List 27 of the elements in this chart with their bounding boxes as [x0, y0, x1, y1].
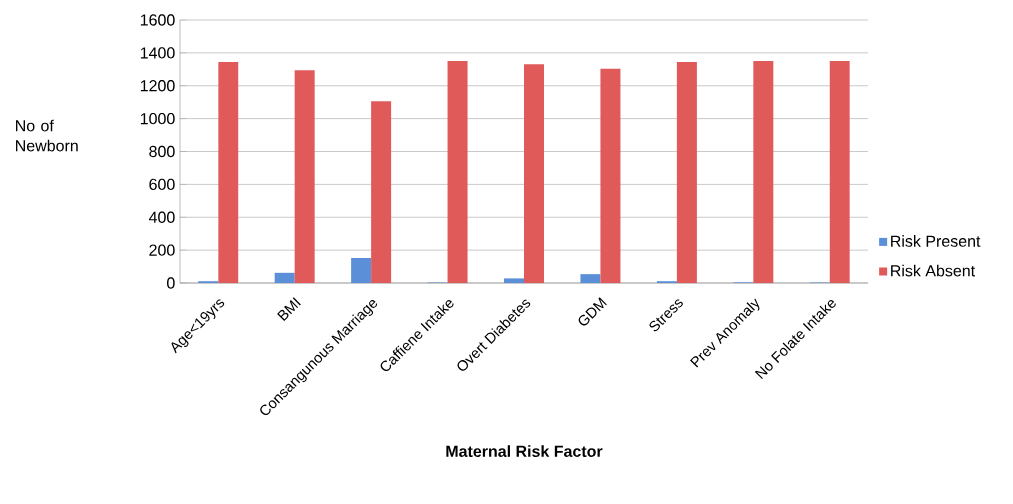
- y-tick-label: 1000: [140, 112, 175, 125]
- y-tick-label: 400: [148, 211, 175, 223]
- y-tick-label: 1200: [140, 80, 175, 92]
- y-tick-label: 600: [149, 178, 175, 191]
- x-axis-title: Maternal Risk Factor: [446, 445, 603, 457]
- bar: [524, 64, 544, 283]
- x-tick-label: BMI: [277, 297, 301, 322]
- y-tick-label: 1600: [140, 14, 175, 26]
- legend-label: Risk Absent: [891, 264, 976, 277]
- y-axis-title: No of Newborn: [16, 119, 78, 152]
- y-tick-label: 0: [167, 277, 175, 289]
- bar: [829, 61, 850, 283]
- bar: [274, 272, 295, 283]
- y-tick-label: 800: [149, 145, 175, 158]
- y-tick-label: 200: [149, 244, 175, 256]
- bar: [753, 61, 774, 283]
- y-tick-label: 1400: [140, 47, 175, 59]
- bar: [218, 61, 239, 283]
- legend-label: Risk Present: [891, 235, 981, 247]
- bar: [504, 278, 524, 283]
- bar: [580, 274, 601, 283]
- bar: [447, 61, 468, 283]
- bar: [351, 258, 372, 283]
- bar: [676, 61, 697, 283]
- bar: [371, 101, 392, 283]
- bar: [600, 68, 621, 283]
- bar: [294, 70, 315, 283]
